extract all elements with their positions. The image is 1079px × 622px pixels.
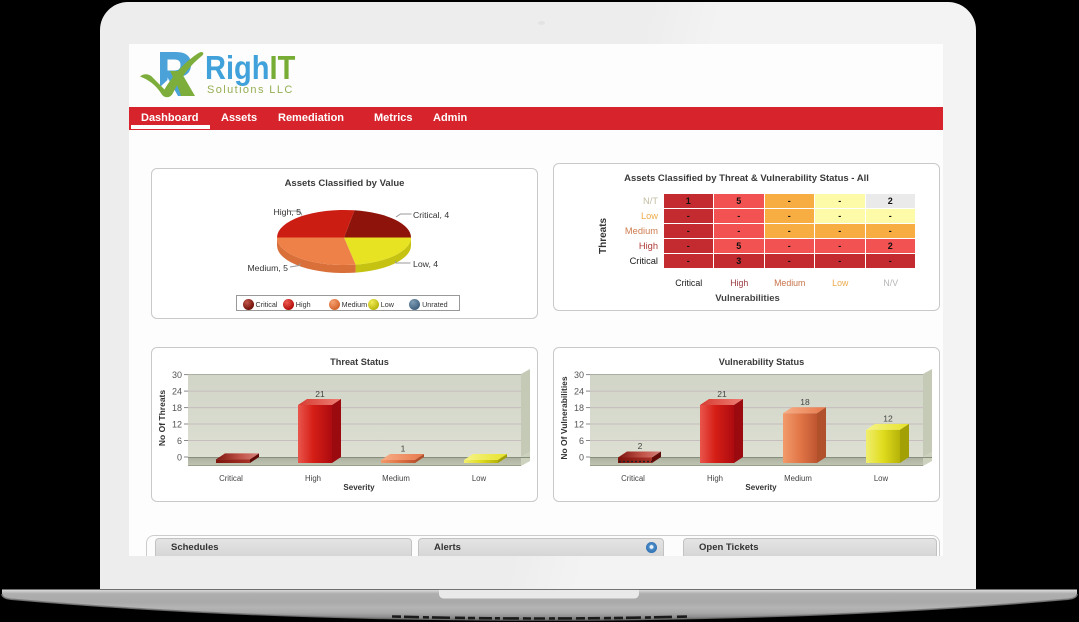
svg-text:No Of Threats: No Of Threats — [157, 390, 167, 446]
svg-text:0: 0 — [579, 453, 584, 463]
svg-text:Medium: Medium — [784, 474, 812, 483]
svg-text:24: 24 — [574, 387, 584, 397]
svg-text:No Of Vulnerabilities: No Of Vulnerabilities — [559, 376, 569, 460]
svg-text:High: High — [305, 474, 321, 483]
svg-text:Critical, 4: Critical, 4 — [413, 210, 449, 220]
svg-text:21: 21 — [717, 389, 727, 399]
svg-text:24: 24 — [172, 387, 182, 397]
svg-text:6: 6 — [177, 436, 182, 446]
svg-text:1: 1 — [401, 444, 406, 454]
svg-text:Low, 4: Low, 4 — [413, 259, 438, 269]
svg-text:Medium, 5: Medium, 5 — [247, 263, 288, 273]
svg-text:12: 12 — [883, 414, 893, 424]
svg-text:18: 18 — [574, 403, 584, 413]
svg-text:12: 12 — [574, 420, 584, 430]
svg-text:30: 30 — [172, 370, 182, 380]
svg-text:Low: Low — [874, 474, 889, 483]
svg-text:Medium: Medium — [382, 474, 410, 483]
svg-text:Critical: Critical — [219, 474, 243, 483]
svg-text:High: High — [707, 474, 723, 483]
svg-text:0: 0 — [177, 453, 182, 463]
svg-text:18: 18 — [800, 397, 810, 407]
svg-text:18: 18 — [172, 403, 182, 413]
svg-text:2: 2 — [638, 441, 643, 451]
svg-text:Severity: Severity — [745, 483, 777, 492]
svg-text:Severity: Severity — [343, 483, 375, 492]
svg-text:12: 12 — [172, 420, 182, 430]
svg-text:Critical: Critical — [621, 474, 645, 483]
svg-text:Low: Low — [472, 474, 487, 483]
svg-text:21: 21 — [315, 389, 325, 399]
svg-text:High, 5: High, 5 — [273, 207, 301, 217]
svg-text:30: 30 — [574, 370, 584, 380]
svg-text:6: 6 — [579, 436, 584, 446]
